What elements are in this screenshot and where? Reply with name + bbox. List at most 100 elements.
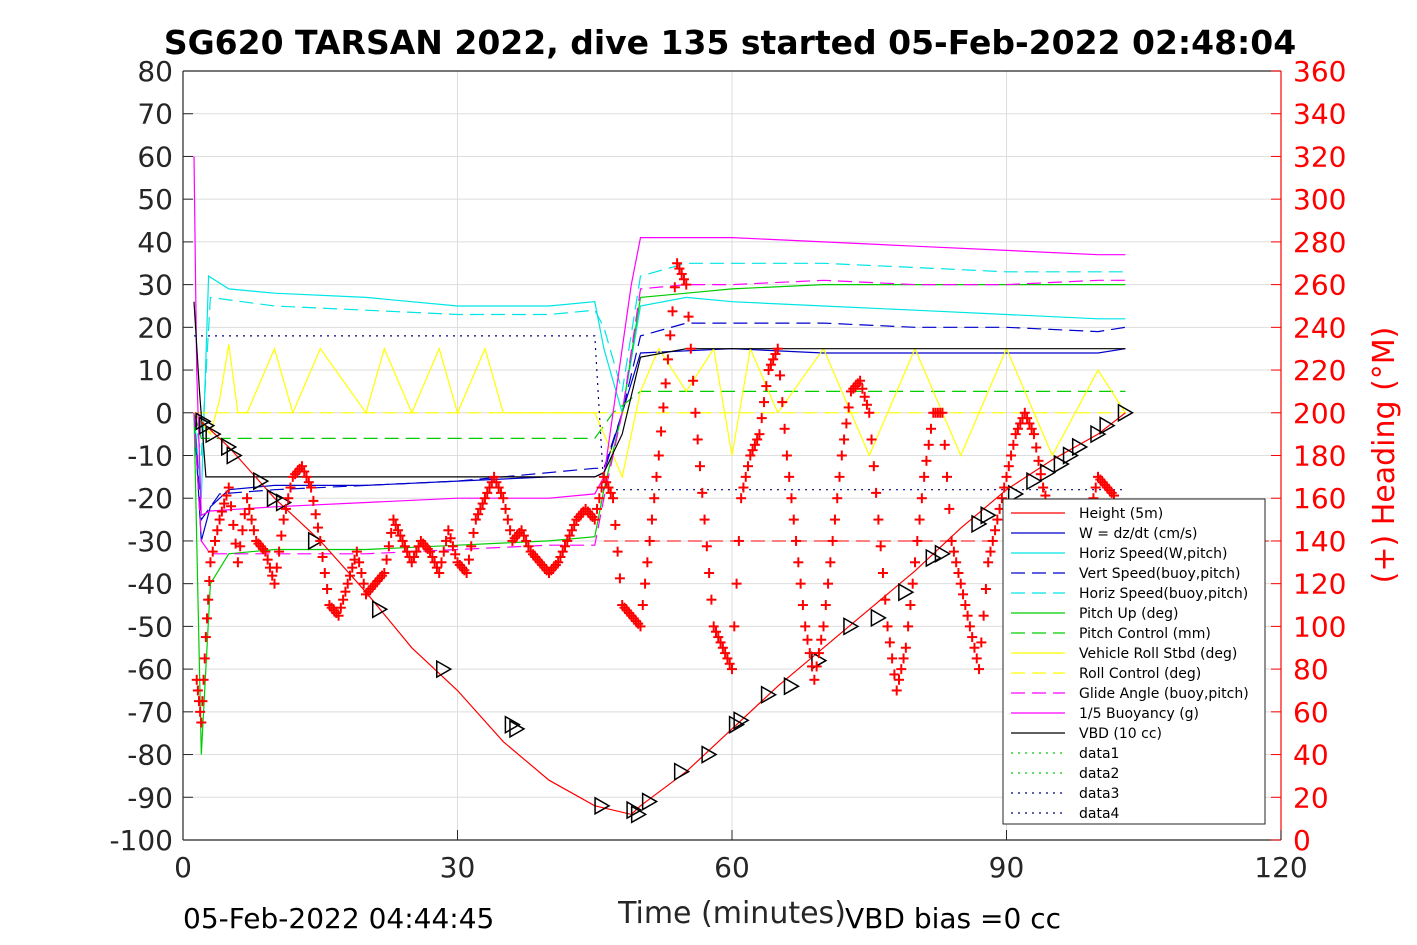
heading-marker	[344, 570, 355, 581]
heading-marker	[964, 621, 975, 632]
depth-marker	[1117, 403, 1134, 423]
heading-marker	[651, 471, 662, 482]
heading-marker	[829, 514, 840, 525]
heading-marker	[274, 546, 285, 557]
heading-marker	[379, 567, 390, 578]
heading-marker	[658, 402, 669, 413]
heading-marker	[724, 658, 735, 669]
heading-marker	[715, 637, 726, 648]
depth-marker	[898, 582, 915, 602]
heading-marker	[228, 519, 239, 530]
heading-marker	[1031, 442, 1042, 453]
heading-marker	[855, 375, 866, 386]
heading-marker	[557, 546, 568, 557]
heading-marker	[296, 461, 307, 472]
heading-marker	[877, 567, 888, 578]
depth-marker	[1026, 471, 1043, 491]
depth-marker	[195, 412, 212, 431]
y-right-tick-label: 320	[1293, 140, 1346, 173]
legend-label-14: data2	[1079, 766, 1119, 782]
x-axis-label: Time (minutes)	[617, 896, 846, 931]
heading-marker	[473, 509, 484, 520]
heading-marker	[889, 669, 900, 680]
heading-marker	[470, 514, 481, 525]
heading-marker	[912, 535, 923, 546]
heading-marker	[921, 455, 932, 466]
heading-marker	[797, 600, 808, 611]
heading-marker	[781, 450, 792, 461]
depth-marker	[1039, 463, 1057, 482]
y-tick-label: 80	[137, 55, 173, 88]
heading-marker	[765, 359, 776, 370]
heading-marker	[276, 530, 287, 541]
heading-marker	[390, 519, 401, 530]
y-right-tick-label: 80	[1293, 653, 1329, 686]
heading-marker	[1090, 482, 1101, 493]
heading-marker	[491, 477, 502, 488]
heading-marker	[406, 557, 417, 568]
heading-marker	[216, 506, 227, 517]
heading-marker	[484, 482, 495, 493]
depth-marker	[843, 617, 860, 636]
heading-marker	[644, 535, 655, 546]
depth-marker	[971, 514, 988, 534]
y-right-tick-label: 140	[1293, 525, 1346, 558]
depth-marker	[226, 446, 243, 465]
heading-marker	[301, 471, 312, 482]
heading-marker	[523, 541, 534, 552]
heading-marker	[303, 477, 314, 488]
heading-marker	[834, 471, 845, 482]
depth-marker	[509, 719, 526, 739]
heading-marker	[868, 461, 879, 472]
heading-marker	[692, 434, 703, 445]
heading-marker	[204, 575, 215, 586]
heading-marker	[839, 434, 850, 445]
heading-marker	[754, 429, 765, 440]
heading-marker	[749, 439, 760, 450]
heading-marker	[196, 717, 207, 728]
heading-marker	[987, 535, 998, 546]
heading-marker	[967, 632, 978, 643]
y-tick-label: -20	[127, 482, 173, 515]
heading-marker	[393, 525, 404, 536]
y-right-tick-label: 200	[1293, 397, 1346, 430]
heading-marker	[690, 407, 701, 418]
y-tick-label: 0	[155, 397, 173, 430]
heading-marker	[443, 525, 454, 536]
depth-marker	[307, 531, 325, 551]
heading-marker	[708, 621, 719, 632]
heading-marker	[319, 567, 330, 578]
heading-marker	[489, 471, 500, 482]
heading-marker	[214, 514, 225, 525]
heading-marker	[1028, 429, 1039, 440]
heading-marker	[990, 525, 1001, 536]
y-tick-label: -50	[127, 610, 173, 643]
legend-label-4: Vert Speed(buoy,pitch)	[1079, 566, 1241, 582]
heading-marker	[635, 621, 646, 632]
series-line-4	[193, 322, 1126, 522]
heading-marker	[386, 527, 397, 538]
legend-label-8: Vehicle Roll Stbd (deg)	[1079, 646, 1237, 662]
heading-marker	[312, 522, 323, 533]
series-line-5	[193, 262, 1126, 456]
heading-marker	[962, 610, 973, 621]
heading-marker	[242, 493, 253, 504]
heading-marker	[759, 397, 770, 408]
heading-marker	[820, 600, 831, 611]
heading-marker	[939, 439, 950, 450]
heading-marker	[841, 418, 852, 429]
heading-marker	[1038, 482, 1049, 493]
heading-marker	[740, 471, 751, 482]
heading-marker	[683, 311, 694, 322]
y-tick-label: -10	[127, 440, 173, 473]
legend-label-10: Glide Angle (buoy,pitch)	[1079, 686, 1249, 702]
heading-marker	[280, 503, 291, 514]
heading-marker	[461, 567, 472, 578]
heading-marker	[226, 501, 237, 512]
heading-marker	[221, 490, 232, 501]
heading-marker	[388, 514, 399, 525]
heading-marker	[438, 546, 449, 557]
y-right-tick-label: 280	[1293, 226, 1346, 259]
heading-marker	[660, 378, 671, 389]
series-line-15	[194, 335, 1126, 491]
